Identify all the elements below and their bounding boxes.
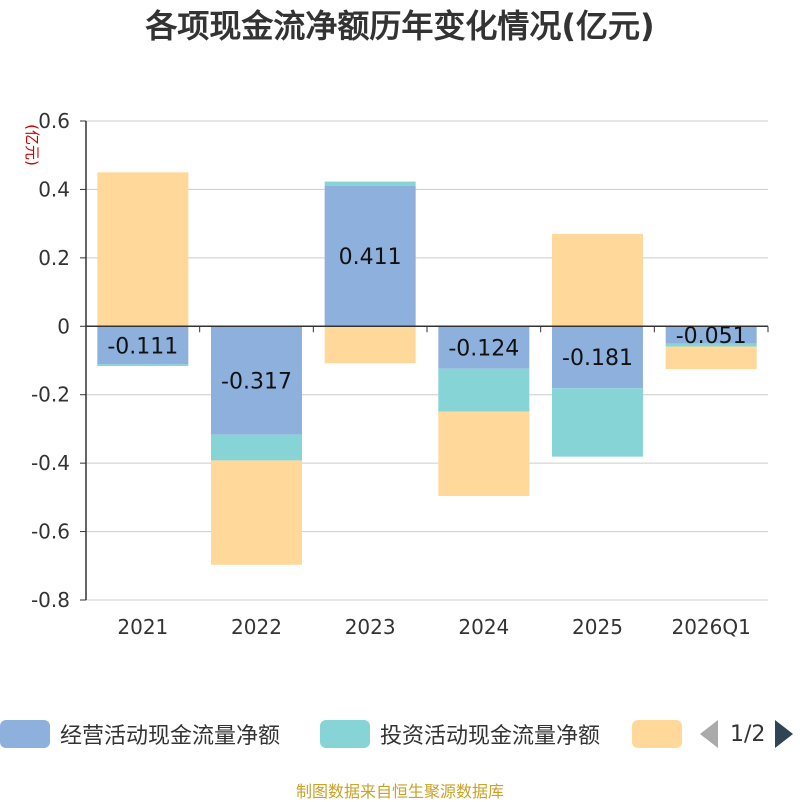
y-tick-label: 0.4: [38, 177, 70, 201]
bar-financing-2023[interactable]: [324, 326, 416, 364]
y-tick-label: -0.8: [31, 588, 70, 612]
x-tick-label: 2022: [231, 615, 282, 639]
data-label-2023: 0.411: [339, 245, 402, 270]
legend-swatch-investing: [320, 720, 370, 748]
data-label-2026Q1: -0.051: [676, 324, 747, 349]
bar-financing-2024[interactable]: [438, 411, 530, 496]
x-tick-label: 2021: [117, 615, 168, 639]
bar-operating-2022[interactable]: [211, 326, 302, 435]
legend: 经营活动现金流量净额 投资活动现金流量净额 1/2: [0, 716, 800, 752]
bar-investing-2023[interactable]: [324, 181, 416, 186]
y-tick-label: -0.2: [31, 383, 70, 407]
bar-operating-2026Q1[interactable]: [665, 326, 757, 344]
data-label-2021: -0.111: [107, 334, 178, 359]
x-tick-label: 2023: [345, 615, 396, 639]
bar-financing-2026Q1[interactable]: [665, 346, 757, 370]
data-label-2025: -0.181: [562, 346, 633, 371]
data-label-2024: -0.124: [448, 336, 519, 361]
y-tick-label: -0.4: [31, 451, 70, 475]
bar-financing-2021[interactable]: [97, 172, 189, 327]
pager-prev-icon[interactable]: [700, 720, 718, 748]
bar-investing-2021[interactable]: [97, 364, 189, 366]
data-labels: -0.111 -0.317 0.411 -0.124 -0.181 -0.051: [107, 245, 746, 395]
chart-title: 各项现金流净额历年变化情况(亿元): [145, 7, 655, 45]
axes: 0.6 0.4 0.2 0 -0.2 -0.4 -0.6 -0.8 2021 2022 2023 20…: [31, 109, 769, 639]
legend-pager: 1/2: [700, 716, 794, 752]
y-tick-label: 0.2: [38, 246, 70, 270]
bar-financing-2022[interactable]: [211, 460, 302, 565]
bar-operating-2025[interactable]: [552, 326, 643, 389]
bar-investing-2024[interactable]: [438, 368, 530, 412]
bar-operating-2021[interactable]: [97, 326, 189, 365]
y-axis-unit-label: (亿元): [23, 124, 41, 166]
data-label-2022: -0.317: [221, 370, 292, 395]
bar-operating-2024[interactable]: [438, 326, 530, 369]
legend-item-investing[interactable]: 投资活动现金流量净额: [320, 716, 600, 752]
bar-investing-2025[interactable]: [552, 388, 643, 457]
y-tick-label: 0.6: [38, 109, 70, 133]
legend-label-investing: 投资活动现金流量净额: [380, 724, 601, 749]
source-note: 制图数据来自恒生聚源数据库: [295, 782, 504, 801]
x-tick-label: 2024: [458, 615, 509, 639]
bars: [97, 172, 757, 565]
legend-item-operating[interactable]: 经营活动现金流量净额: [0, 716, 280, 752]
pager-next-icon[interactable]: [775, 720, 794, 748]
y-tick-label: -0.6: [31, 520, 70, 544]
pager-page-indicator: 1/2: [730, 721, 766, 747]
x-tick-label: 2025: [572, 615, 623, 639]
bar-investing-2026Q1[interactable]: [665, 343, 757, 347]
bar-operating-2023[interactable]: [324, 185, 416, 327]
legend-swatch-financing: [632, 720, 682, 748]
legend-swatch-operating: [0, 720, 50, 748]
legend-item-financing[interactable]: [632, 716, 682, 752]
y-tick-label: 0: [57, 314, 70, 338]
x-tick-label: 2026Q1: [671, 615, 750, 639]
grid-lines: [86, 120, 768, 601]
legend-label-operating: 经营活动现金流量净额: [60, 724, 281, 749]
bar-investing-2022[interactable]: [211, 434, 302, 461]
bar-financing-2025[interactable]: [552, 233, 643, 327]
